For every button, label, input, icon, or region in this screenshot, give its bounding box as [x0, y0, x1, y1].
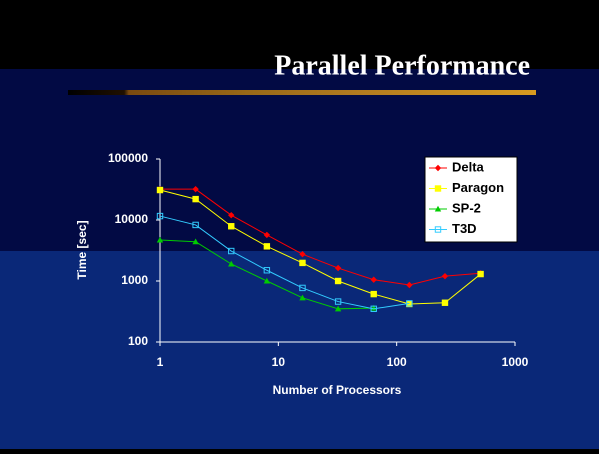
marker — [334, 305, 342, 312]
marker — [370, 276, 377, 283]
marker — [192, 185, 199, 193]
marker — [334, 264, 342, 272]
marker — [156, 236, 164, 243]
top-band — [0, 0, 599, 69]
marker — [299, 294, 306, 301]
marker — [299, 284, 306, 292]
legend: Delta Paragon SP-2 T3D — [424, 156, 518, 243]
marker — [263, 277, 271, 284]
x-tick-label: 100 — [387, 355, 407, 369]
marker — [263, 231, 271, 239]
title-rule — [68, 90, 536, 95]
x-axis-label: Number of Processors — [273, 383, 402, 397]
legend-marker — [434, 185, 442, 192]
y-tick-label: 10000 — [115, 212, 149, 226]
marker — [406, 281, 413, 289]
slide-title: Parallel Performance — [274, 50, 530, 81]
x-tick-label: 10 — [272, 355, 286, 369]
series-line — [159, 215, 410, 310]
marker — [441, 299, 449, 306]
marker — [192, 221, 199, 229]
legend-label: Delta — [452, 159, 485, 174]
marker — [370, 290, 377, 298]
series-line — [159, 189, 481, 305]
marker — [156, 186, 164, 194]
marker — [334, 298, 342, 305]
marker — [263, 267, 271, 274]
marker — [477, 270, 484, 278]
bottom-band — [0, 251, 599, 449]
legend-label: T3D — [452, 221, 477, 236]
x-tick-label: 1000 — [502, 355, 529, 369]
marker — [228, 260, 235, 267]
y-axis-label: Time [sec] — [75, 220, 89, 279]
marker — [406, 300, 413, 307]
marker — [299, 251, 306, 258]
marker — [228, 211, 235, 219]
marker — [441, 272, 449, 280]
marker — [370, 305, 377, 313]
legend-label: Paragon — [452, 180, 504, 195]
marker — [156, 212, 164, 220]
marker — [370, 304, 377, 311]
marker — [192, 238, 199, 245]
x-tick-label: 1 — [157, 355, 164, 369]
marker — [228, 223, 235, 230]
y-tick-label: 100 — [128, 334, 148, 348]
marker — [299, 259, 306, 267]
y-tick-label: 100000 — [108, 151, 148, 165]
legend-marker — [434, 226, 442, 233]
marker — [263, 243, 271, 250]
legend-marker — [434, 164, 442, 172]
legend-marker — [434, 205, 442, 212]
marker — [228, 247, 235, 255]
marker — [334, 277, 342, 285]
series-line — [160, 188, 481, 286]
y-tick-label: 1000 — [121, 273, 148, 287]
legend-label: SP-2 — [452, 200, 481, 215]
marker — [406, 300, 413, 308]
marker — [192, 195, 199, 203]
